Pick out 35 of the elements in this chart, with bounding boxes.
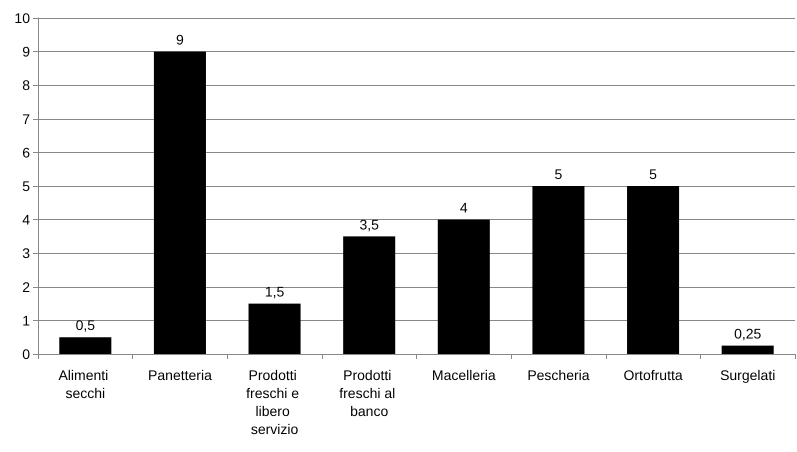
y-tick-label: 6 — [22, 144, 30, 160]
y-tick-label: 9 — [22, 44, 30, 60]
data-label: 5 — [554, 166, 563, 182]
y-tick-label: 7 — [22, 110, 30, 127]
bar — [627, 186, 680, 354]
y-tick-label: 10 — [14, 10, 30, 26]
bar — [343, 236, 396, 354]
x-tick-label: Macelleria — [432, 367, 496, 383]
bar — [154, 52, 206, 354]
x-tick-label: Prodotti freschi al banco — [339, 367, 400, 419]
x-tick-label: Surgelati — [720, 367, 776, 383]
bar — [722, 346, 774, 354]
y-tick-label: 1 — [22, 312, 30, 328]
data-label: 9 — [176, 32, 184, 48]
data-label: 4 — [460, 200, 468, 216]
y-tick-label: 2 — [22, 278, 30, 295]
data-label: 5 — [649, 166, 658, 182]
y-tick-label: 4 — [22, 212, 30, 228]
data-label: 0,25 — [734, 326, 762, 342]
y-tick-label: 0 — [22, 346, 30, 362]
y-tick-label: 3 — [22, 245, 30, 262]
data-label: 1,5 — [264, 284, 285, 300]
bar — [59, 337, 112, 354]
bar — [438, 220, 490, 354]
x-tick-label: Ortofrutta — [623, 367, 683, 383]
data-label: 3,5 — [359, 216, 380, 232]
y-tick-label: 8 — [22, 77, 30, 94]
y-tick-label: 5 — [22, 178, 30, 194]
data-label: 0,5 — [76, 317, 96, 334]
bar — [532, 186, 584, 354]
x-tick-label: Alimenti secchi — [58, 367, 112, 401]
x-tick-label: Pescheria — [527, 367, 590, 383]
x-tick-label: Panetteria — [148, 367, 212, 383]
x-tick-label: Prodotti freschi e libero servizio — [246, 367, 303, 437]
bar — [248, 304, 301, 354]
